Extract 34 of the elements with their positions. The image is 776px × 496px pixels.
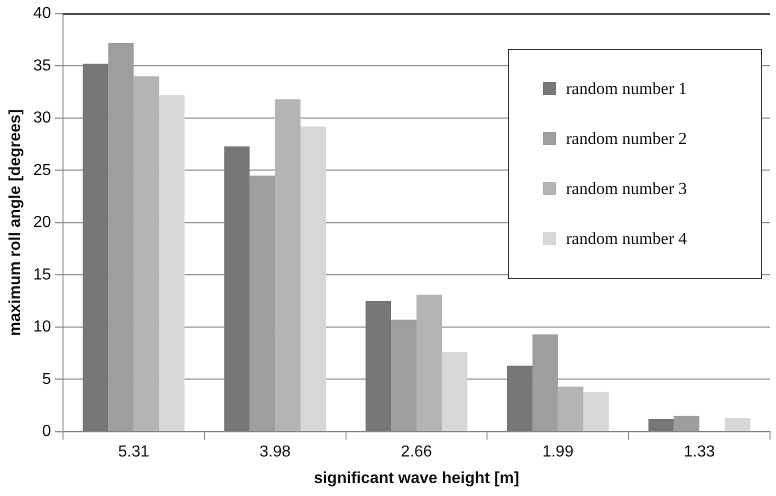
bar [134, 76, 160, 431]
x-tick-label: 3.98 [260, 444, 291, 461]
y-axis-title: maximum roll angle [degrees] [7, 109, 24, 336]
bar [583, 392, 609, 431]
x-tick-label: 5.31 [118, 444, 150, 461]
bar [366, 300, 392, 431]
x-tick-label: 1.33 [684, 444, 715, 461]
y-tick-label: 30 [33, 110, 52, 127]
bar [275, 99, 301, 431]
x-axis-title: significant wave height [m] [314, 470, 520, 487]
bar [558, 386, 584, 431]
x-tick-label: 1.99 [542, 444, 574, 461]
bar [648, 419, 674, 431]
y-tick-label: 15 [33, 266, 52, 284]
legend-label: random number 3 [566, 178, 687, 199]
y-tick-label: 40 [33, 5, 52, 22]
bar [159, 95, 185, 431]
x-tick-label: 2.66 [400, 444, 432, 461]
legend-label: random number 4 [566, 228, 687, 249]
y-tick-label: 25 [33, 162, 52, 179]
y-tick-label: 5 [42, 370, 52, 388]
bar [224, 146, 250, 431]
y-tick-label: 20 [33, 214, 52, 232]
y-tick-label: 35 [33, 57, 52, 74]
legend-label: random number 2 [566, 128, 687, 149]
bar [300, 126, 326, 431]
bar [82, 64, 108, 431]
bar [416, 294, 442, 431]
bar [724, 418, 750, 431]
y-tick-label: 0 [42, 423, 52, 440]
y-tick-label: 10 [33, 318, 52, 336]
bar [506, 366, 532, 431]
legend-label: random number 1 [566, 78, 687, 99]
bar [442, 352, 468, 431]
